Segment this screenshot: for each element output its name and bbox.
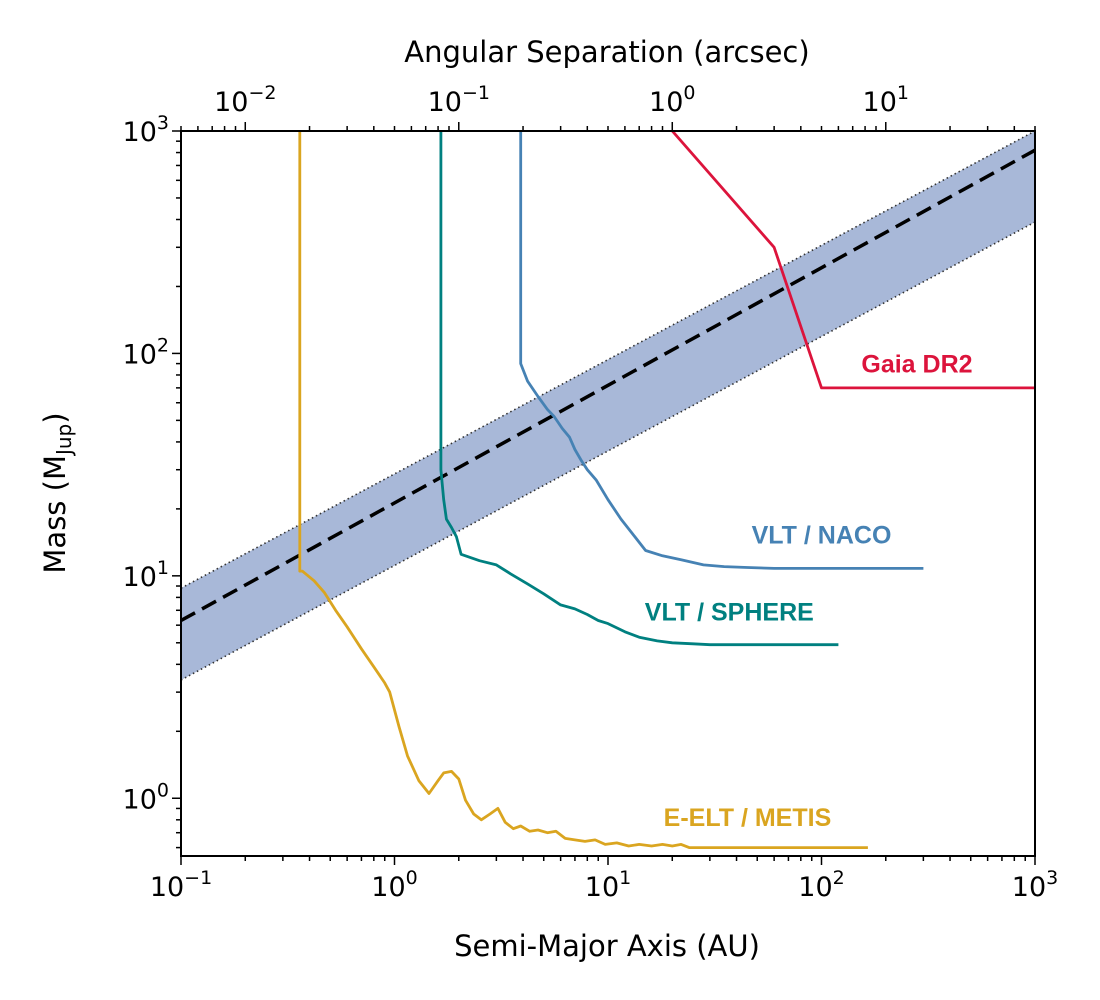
- y-tick-label-2-base: 10: [123, 339, 157, 370]
- y-tick-label-1: 101: [123, 557, 169, 593]
- y-axis-title-end: ): [38, 412, 72, 423]
- top-tick-label-2-exponent: 0: [683, 82, 695, 104]
- x-tick-label-2: 101: [585, 867, 631, 903]
- x-tick-label-3: 102: [798, 867, 844, 903]
- series-label-vlt-naco: VLT / NACO: [752, 521, 892, 549]
- series-label-gaia-dr2: Gaia DR2: [861, 351, 972, 379]
- y-tick-label-2-exponent: 2: [157, 334, 169, 356]
- top-tick-label-0-base: 10: [214, 87, 248, 118]
- top-tick-label-1: 10−1: [428, 82, 490, 118]
- top-tick-label-1-exponent: −1: [462, 82, 490, 104]
- y-axis-title-sub: Jup: [52, 424, 76, 457]
- top-tick-label-3-exponent: 1: [897, 82, 909, 104]
- x-tick-label-4-base: 10: [1012, 872, 1046, 903]
- series-line-vlt-sphere: [439, 131, 839, 647]
- top-tick-label-1-base: 10: [428, 87, 462, 118]
- y-tick-label-1-base: 10: [123, 562, 157, 593]
- y-tick-label-0-base: 10: [123, 784, 157, 815]
- top-tick-label-0: 10−2: [214, 82, 276, 118]
- x-tick-label-0-exponent: −1: [184, 867, 212, 889]
- mass-band-center-line: [181, 148, 1035, 623]
- series-label-vlt-sphere: VLT / SPHERE: [645, 598, 814, 626]
- y-tick-label-3: 103: [123, 112, 169, 148]
- x-tick-label-0-base: 10: [150, 872, 184, 903]
- x-tick-label-4: 103: [1012, 867, 1058, 903]
- plot-area: E-ELT / METIS VLT / SPHERE VLT / NACO Gaia …: [181, 131, 1035, 849]
- series-line-gaia-dr2: [671, 131, 1035, 390]
- y-axis-title-main: Mass (M: [38, 455, 72, 574]
- top-tick-label-2-base: 10: [649, 87, 683, 118]
- y-axis-title: Mass (MJup): [38, 412, 76, 573]
- series-line-vlt-naco: [519, 131, 924, 570]
- top-tick-label-3: 101: [863, 82, 909, 118]
- x-tick-label-4-exponent: 3: [1046, 867, 1058, 889]
- x-tick-label-1-base: 10: [371, 872, 405, 903]
- series-line-e-elt-metis: [298, 131, 868, 849]
- x-tick-label-2-exponent: 1: [619, 867, 631, 889]
- y-tick-label-3-base: 10: [123, 117, 157, 148]
- plot-clipped: [181, 131, 1035, 849]
- top-axis-title: Angular Separation (arcsec): [404, 35, 809, 69]
- y-tick-label-0-exponent: 0: [157, 779, 169, 801]
- top-tick-label-3-base: 10: [863, 87, 897, 118]
- y-tick-label-0: 100: [123, 779, 169, 815]
- x-tick-label-1-exponent: 0: [406, 867, 418, 889]
- x-tick-label-3-exponent: 2: [833, 867, 845, 889]
- top-tick-label-0-exponent: −2: [248, 82, 276, 104]
- series-label-e-elt-metis: E-ELT / METIS: [664, 804, 832, 832]
- x-tick-label-3-base: 10: [798, 872, 832, 903]
- top-tick-label-2: 100: [649, 82, 695, 118]
- y-tick-label-1-exponent: 1: [157, 557, 169, 579]
- y-tick-label-3-exponent: 3: [157, 112, 169, 134]
- y-tick-label-2: 102: [123, 334, 169, 370]
- x-axis-title: Semi-Major Axis (AU): [454, 929, 760, 963]
- x-tick-label-0: 10−1: [150, 867, 212, 903]
- x-tick-label-2-base: 10: [585, 872, 619, 903]
- x-tick-label-1: 100: [371, 867, 417, 903]
